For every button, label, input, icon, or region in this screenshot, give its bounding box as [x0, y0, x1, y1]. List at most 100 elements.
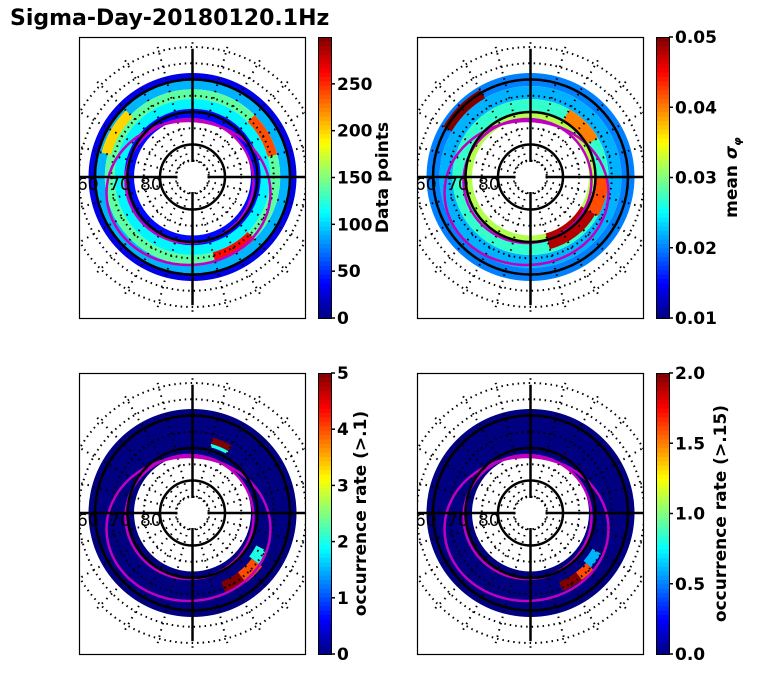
dotted-mlt-line: [207, 145, 305, 174]
colorbar-swatch: [318, 287, 331, 293]
colorbar-swatch: [318, 535, 331, 541]
dotted-lat-circle: [79, 382, 305, 644]
dotted-mlt-line: [79, 180, 178, 209]
plot-area: 60 70 80: [79, 376, 305, 650]
colorbar-swatch: [656, 618, 669, 624]
colorbar-swatch: [318, 63, 331, 69]
dotted-mlt-line: [79, 446, 179, 506]
data-sector: [586, 177, 609, 216]
colorbar-swatch: [318, 45, 331, 51]
dotted-mlt-line: [156, 192, 190, 310]
dotted-mlt-line: [461, 394, 524, 500]
panel-top-right: 60 70 80 0.01 0.02 0.03 0.04 0.05 mean σφ: [416, 28, 744, 329]
colorbar-tick-label: 0: [337, 645, 349, 665]
colorbar-swatch: [318, 430, 331, 436]
colorbar-swatch: [656, 94, 669, 100]
colorbar-swatch: [318, 447, 331, 453]
colorbar-swatch: [656, 177, 669, 183]
colorbar-swatch: [656, 570, 669, 576]
dotted-mlt-line: [195, 528, 229, 646]
colorbar-swatch: [656, 561, 669, 567]
colorbar-swatch: [318, 632, 331, 638]
colorbar-swatch: [318, 390, 331, 396]
colorbar-swatch: [318, 561, 331, 567]
lat-label: 80: [478, 511, 500, 531]
colorbar-swatch: [656, 517, 669, 523]
colorbar-swatch: [318, 596, 331, 602]
colorbar-swatch: [318, 80, 331, 86]
colorbar-swatch: [318, 107, 331, 113]
colorbar-swatch: [318, 89, 331, 95]
colorbar-swatch: [318, 574, 331, 580]
colorbar-swatch: [318, 146, 331, 152]
colorbar-swatch: [318, 282, 331, 288]
dotted-mlt-line: [195, 192, 229, 310]
colorbar-swatch: [318, 517, 331, 523]
colorbar: 0 1 2 3 4 5 occurrence rate (>.1): [318, 364, 371, 665]
colorbar-swatch: [318, 544, 331, 550]
colorbar-swatch: [318, 614, 331, 620]
data-sector: [101, 110, 133, 156]
dotted-mlt-line: [206, 520, 305, 580]
dotted-mlt-line: [537, 394, 600, 500]
colorbar-swatch: [656, 72, 669, 78]
colorbar-tick-label: 100: [337, 215, 373, 235]
colorbar-swatch: [656, 588, 669, 594]
colorbar-swatch: [318, 377, 331, 383]
colorbar-swatch: [656, 482, 669, 488]
colorbar-tick-label: 250: [337, 75, 373, 95]
colorbar-swatch: [656, 76, 669, 82]
colorbar-swatch: [318, 539, 331, 545]
colorbar-swatch: [318, 129, 331, 135]
colorbar-swatch: [656, 553, 669, 559]
colorbar-swatch: [318, 425, 331, 431]
colorbar-swatch: [318, 155, 331, 161]
colorbar-swatch: [318, 408, 331, 414]
colorbar-swatch: [318, 495, 331, 501]
colorbar-swatch: [318, 531, 331, 537]
colorbar-swatch: [318, 177, 331, 183]
colorbar-swatch: [318, 421, 331, 427]
colorbar-swatch: [656, 50, 669, 56]
colorbar-swatch: [318, 208, 331, 214]
colorbar-swatch: [318, 399, 331, 405]
colorbar-swatch: [318, 640, 331, 646]
colorbar-swatch: [656, 37, 669, 42]
colorbar-swatch: [656, 408, 669, 414]
dotted-mlt-line: [545, 481, 643, 510]
colorbar-swatch: [656, 58, 669, 64]
colorbar-swatch: [656, 265, 669, 271]
colorbar-swatch: [656, 636, 669, 642]
colorbar-swatch: [318, 469, 331, 475]
colorbar-swatch: [656, 394, 669, 400]
colorbar-swatch: [656, 557, 669, 563]
colorbar-swatch: [656, 291, 669, 297]
colorbar-swatch: [656, 313, 669, 319]
dotted-lat-circle: [417, 46, 643, 308]
dotted-lat-circle: [175, 159, 210, 195]
colorbar-swatch: [656, 526, 669, 532]
dotted-mlt-line: [123, 58, 186, 164]
colorbar-swatch: [318, 618, 331, 624]
dotted-mlt-line: [533, 44, 567, 162]
lat-label: 70: [447, 511, 469, 531]
colorbar-swatch: [318, 94, 331, 100]
dotted-mlt-line: [541, 187, 628, 275]
colorbar-swatch: [656, 460, 669, 466]
dotted-mlt-line: [199, 394, 262, 500]
dotted-mlt-line: [156, 528, 190, 646]
colorbar-swatch: [318, 186, 331, 192]
colorbar-swatch: [318, 579, 331, 585]
colorbar-swatch: [318, 116, 331, 122]
dotted-mlt-line: [533, 380, 567, 498]
colorbar-swatch: [318, 168, 331, 174]
dotted-mlt-line: [156, 380, 190, 498]
colorbar-swatch: [318, 203, 331, 209]
colorbar-swatch: [656, 230, 669, 236]
colorbar-swatch: [656, 296, 669, 302]
colorbar-swatch: [656, 465, 669, 471]
dotted-mlt-line: [545, 516, 643, 545]
colorbar-swatch: [318, 199, 331, 205]
panel-frame: [416, 36, 645, 320]
colorbar-swatch: [656, 447, 669, 453]
